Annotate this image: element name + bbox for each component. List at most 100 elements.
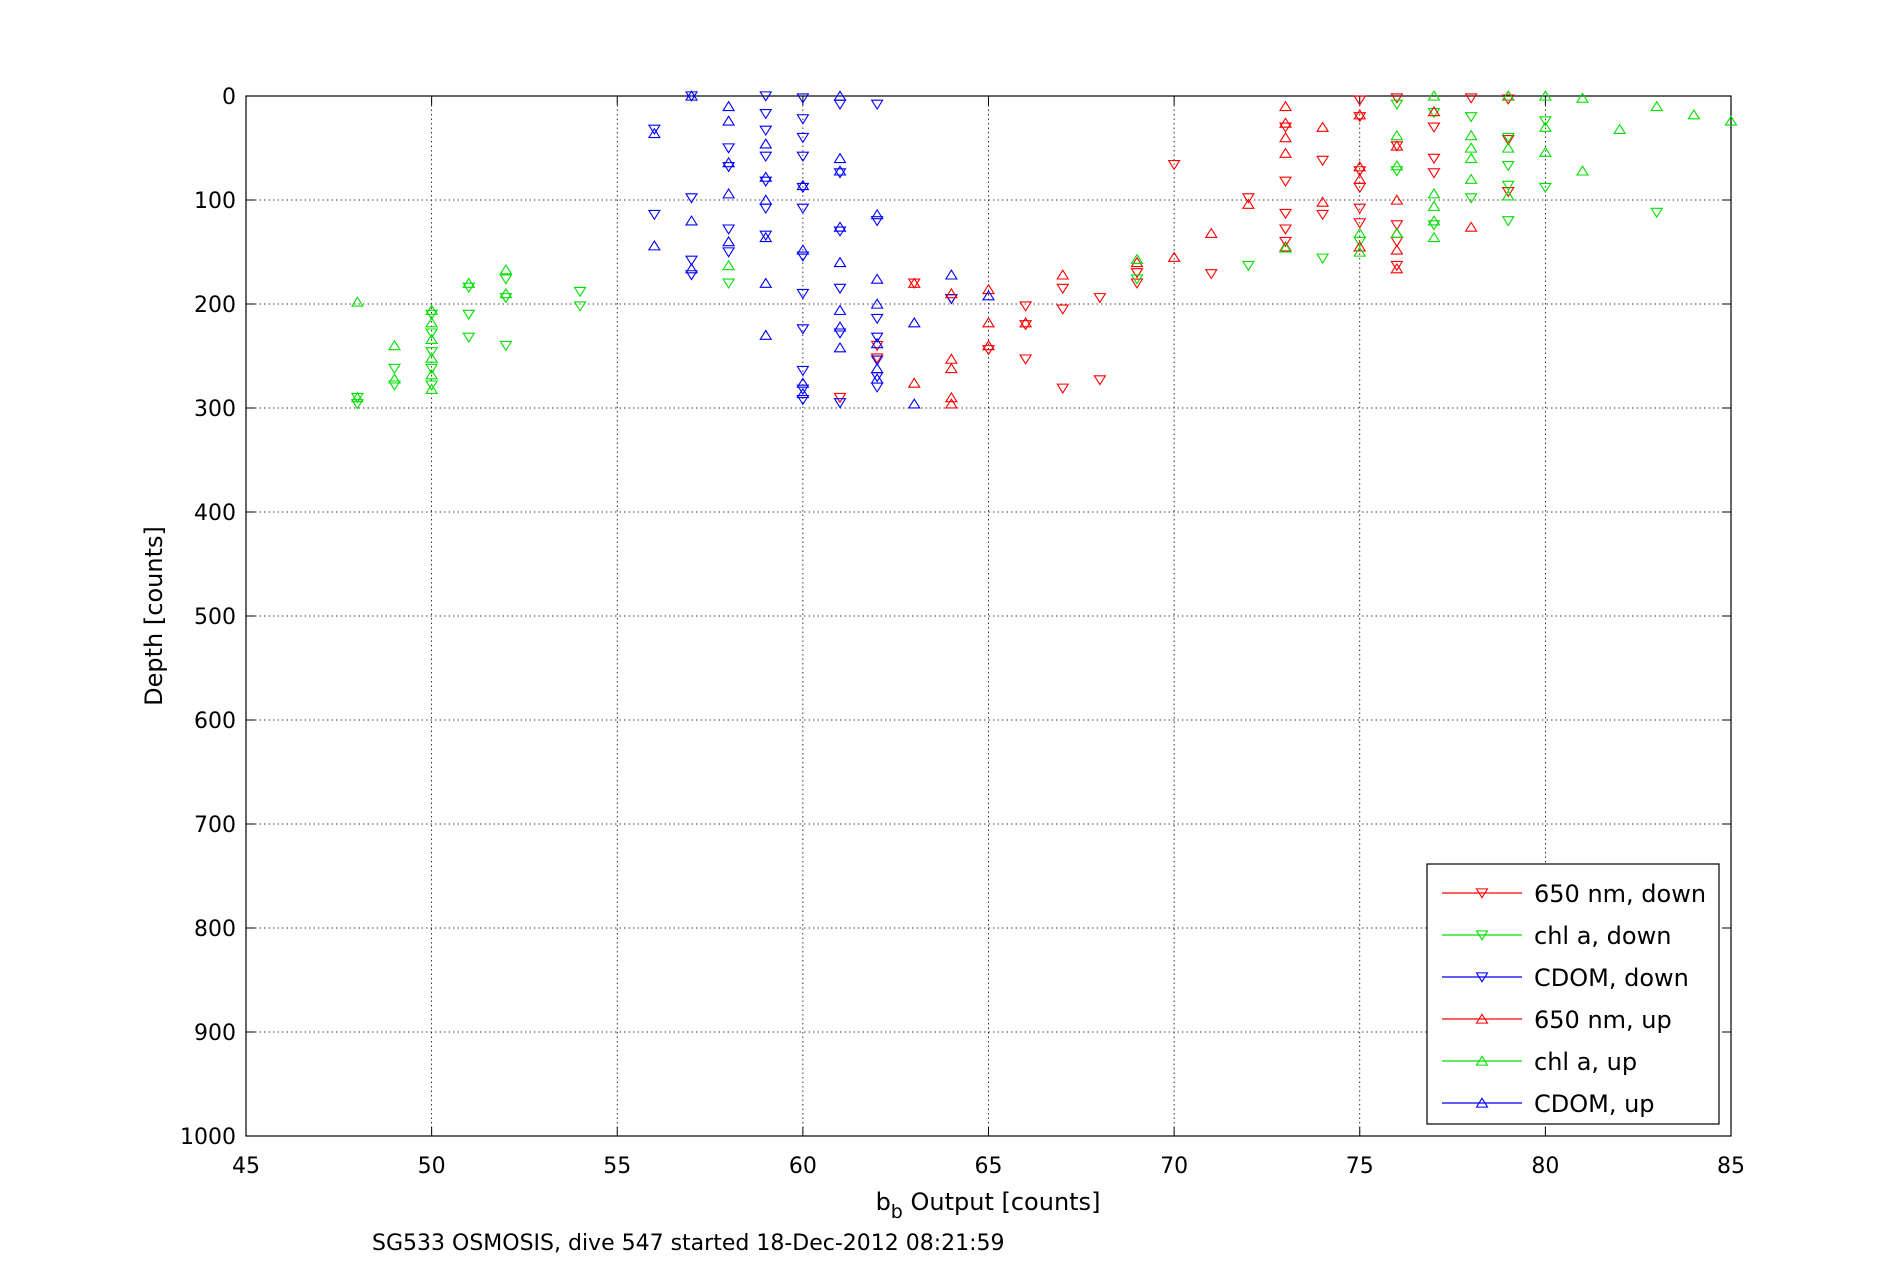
data-point [1204,269,1218,280]
data-point [870,273,884,284]
x-axis-label-rest: Output [counts] [903,1188,1101,1216]
data-point [1241,198,1255,209]
data-point [1501,180,1515,192]
axis-ticks: 45 50 55 60 65 70 75 80 85 0 100 200 300 400 500 600 700… [180,85,1745,1179]
data-point [1056,283,1070,295]
data-point [1353,203,1367,215]
data-point [759,329,773,340]
data-point [1390,262,1404,274]
x-tick-label: 60 [789,1154,817,1179]
data-point [1353,218,1367,229]
y-tick-label: 1000 [180,1125,236,1150]
data-point [722,188,736,199]
data-point [1353,95,1367,106]
data-point [944,269,958,280]
data-point [1316,196,1330,207]
data-point [1390,166,1404,177]
data-point [1390,220,1404,231]
data-point [1279,100,1292,112]
data-point [1538,146,1552,157]
series-0 [833,93,1515,404]
y-tick-label: 600 [194,709,236,734]
data-point [907,277,921,288]
data-point [944,391,958,403]
data-point [1241,260,1255,272]
data-point [759,230,773,242]
data-point [1130,274,1144,285]
x-axis-label-subscript: b [891,1201,903,1223]
y-tick-label: 400 [194,501,236,526]
data-point [499,287,513,299]
data-point [1353,241,1367,252]
data-point [1427,90,1441,101]
data-point [1130,256,1144,268]
data-point [796,179,810,191]
data-point [833,283,847,295]
data-point [425,380,439,391]
data-point [833,392,847,404]
y-tick-label: 700 [194,813,236,838]
data-point [1279,241,1292,252]
data-point [796,365,810,377]
data-point [1279,147,1292,158]
data-point [722,235,736,247]
data-point [870,337,884,349]
data-point [759,125,773,137]
series-3 [907,90,1515,409]
data-point [1501,90,1515,101]
data-point [759,109,773,120]
data-point [907,398,921,409]
data-point [1056,304,1070,315]
data-point [1501,161,1515,172]
data-point [1279,176,1292,187]
data-point [425,304,439,315]
data-point [685,255,698,267]
y-tick-label: 100 [194,189,236,214]
data-point [1279,117,1292,128]
data-point [870,373,884,384]
data-point [462,277,476,288]
data-point [1390,129,1404,141]
data-point [350,296,364,307]
data-point [1353,173,1367,184]
data-point [1167,251,1181,262]
data-point [388,373,401,384]
data-point [796,395,810,406]
data-point [722,259,736,271]
data-point [1464,221,1478,232]
data-point [982,289,995,301]
x-axis-label-main: b [876,1188,891,1216]
data-point [833,304,847,315]
data-point [759,231,773,243]
legend-marker [1475,1097,1489,1108]
data-point [647,240,661,251]
legend-box [1426,863,1720,1125]
legend-marker [1475,972,1489,983]
y-tick-label: 200 [194,293,236,318]
data-point [759,138,773,149]
data-point [1279,224,1292,235]
data-point [1316,121,1330,132]
data-point [1390,93,1404,104]
data-point [1427,215,1441,226]
grid-lines [246,96,1731,1136]
data-point [425,352,439,363]
data-point [759,194,773,205]
data-point [1204,227,1218,238]
data-point [796,203,810,215]
data-point [833,90,847,101]
data-point [796,387,810,399]
legend-marker [1475,1013,1489,1024]
legend-label: 650 nm, down [1534,880,1706,908]
data-point [1316,155,1330,167]
data-point [1538,116,1552,127]
data-point [388,363,401,375]
x-tick-label: 50 [418,1154,446,1179]
data-point [1390,194,1404,205]
data-point [870,99,884,111]
data-point [1464,93,1478,104]
legend-label: chl a, down [1534,922,1671,950]
data-point [870,353,884,364]
data-point [350,399,364,410]
